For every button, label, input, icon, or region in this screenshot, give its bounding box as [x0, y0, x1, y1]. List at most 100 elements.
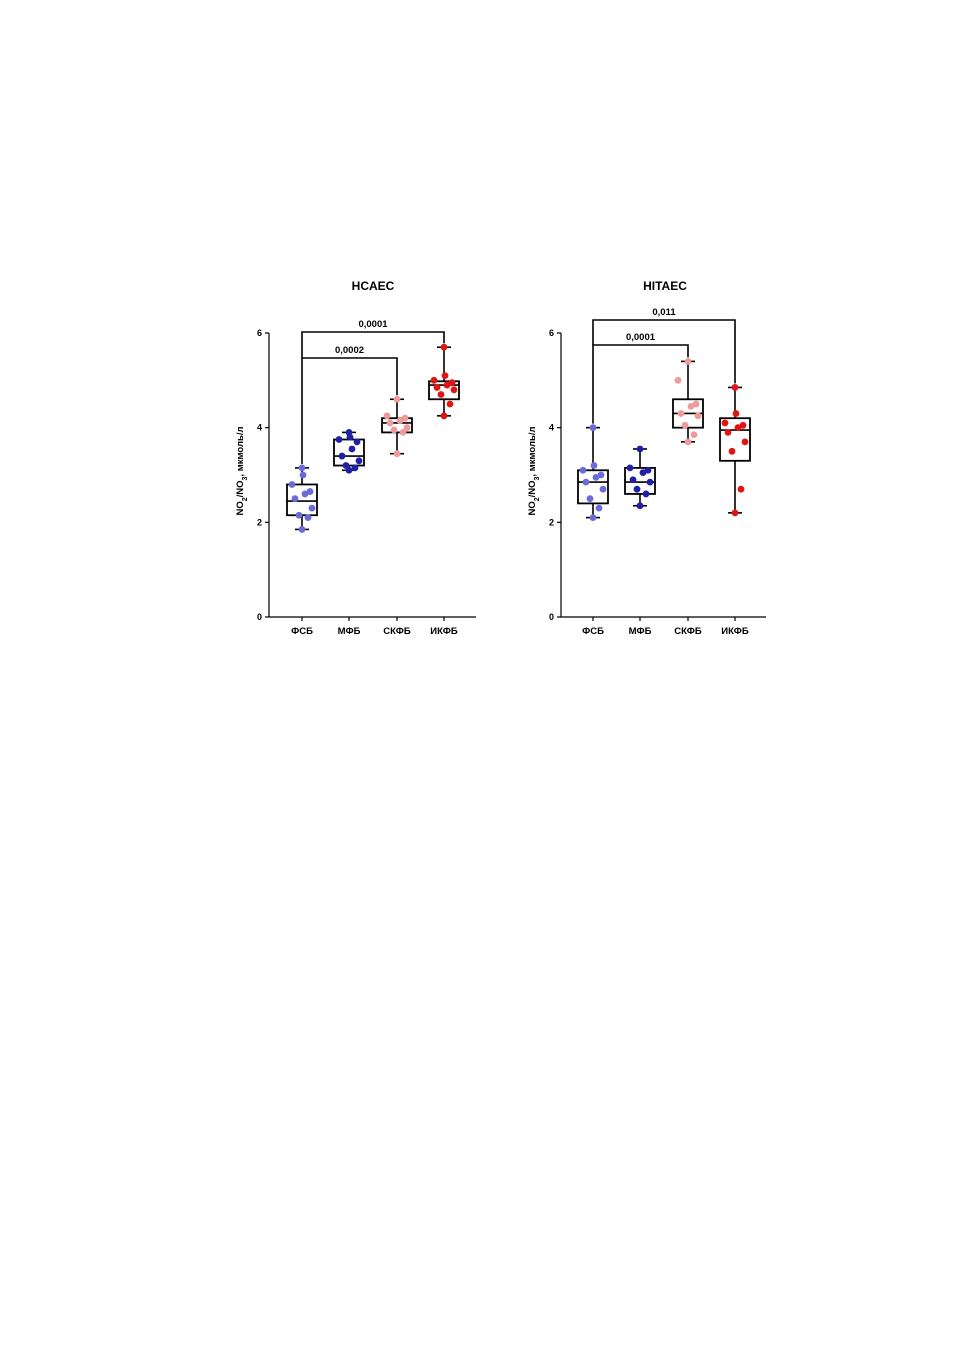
data-point — [731, 384, 739, 391]
data-point — [728, 447, 736, 455]
data-point — [681, 421, 689, 429]
box-3 — [672, 358, 704, 446]
y-axis-label-sub1: 2 — [242, 497, 249, 501]
data-point — [599, 485, 607, 493]
data-point — [644, 466, 652, 474]
box-1 — [286, 464, 318, 533]
y-axis-label: NO2/NO3, мкмоль/л — [235, 426, 249, 515]
data-point — [446, 400, 454, 408]
data-point — [589, 424, 597, 432]
p-value-label: 0,0001 — [358, 319, 388, 330]
data-point — [355, 457, 363, 465]
x-category-label: ФСБ — [582, 626, 604, 637]
data-point — [306, 488, 314, 495]
data-point — [291, 495, 299, 503]
data-point — [646, 478, 654, 486]
y-tick-label: 6 — [549, 328, 554, 338]
data-point — [724, 429, 732, 436]
data-point — [295, 511, 303, 519]
bracket-line — [301, 331, 445, 358]
data-point — [692, 400, 700, 408]
box-iqr — [719, 417, 751, 462]
data-point — [626, 464, 634, 472]
data-point — [298, 526, 306, 533]
box-iqr — [381, 417, 413, 434]
data-point — [288, 481, 296, 488]
data-point — [684, 438, 692, 446]
data-point — [597, 471, 605, 479]
y-tick-label: 0 — [257, 612, 262, 622]
significance-bracket-2: 0,0001 — [301, 319, 445, 358]
x-category-label: ФСБ — [291, 626, 313, 637]
data-point — [694, 412, 702, 420]
data-point — [399, 429, 407, 436]
y-axis-label-sub2: 3 — [534, 476, 541, 480]
data-point — [450, 386, 458, 394]
y-axis-label-rest: , мкмоль/л — [527, 426, 538, 476]
data-point — [338, 452, 346, 460]
box-2 — [333, 429, 365, 474]
data-point — [390, 426, 398, 434]
y-axis-label-main: NO — [235, 501, 246, 515]
box-4 — [428, 343, 460, 420]
data-point — [589, 514, 597, 521]
data-point — [342, 462, 350, 469]
p-value-label: 0,0001 — [626, 332, 656, 343]
p-value-label: 0,011 — [652, 307, 676, 318]
data-point — [739, 421, 747, 429]
x-category-label: МФБ — [629, 626, 652, 637]
data-point — [633, 485, 641, 493]
x-category-label: ИКФБ — [721, 626, 749, 637]
y-tick-label: 4 — [549, 423, 554, 433]
box-iqr — [428, 380, 460, 401]
data-point — [586, 495, 594, 503]
data-point — [737, 485, 745, 493]
bracket-line — [592, 344, 689, 424]
data-point — [308, 504, 316, 512]
data-point — [579, 466, 587, 474]
data-point — [393, 395, 401, 403]
x-category-label: СКФБ — [674, 626, 702, 637]
significance-bracket-1: 0,0001 — [592, 332, 689, 424]
data-point — [440, 343, 448, 351]
y-tick-label: 2 — [549, 517, 554, 527]
data-point — [351, 464, 359, 472]
data-point — [448, 379, 456, 387]
data-point — [437, 391, 445, 398]
data-point — [731, 509, 739, 517]
y-axis-label-mid: /NO — [235, 480, 246, 497]
x-category-label: МФБ — [338, 626, 361, 637]
significance-bracket-2: 0,011 — [592, 307, 736, 384]
bracket-line — [592, 319, 736, 384]
data-point — [386, 419, 394, 427]
data-point — [629, 476, 637, 484]
data-point — [582, 478, 590, 486]
y-tick-label: 4 — [257, 423, 262, 433]
y-axis-label-sub2: 3 — [242, 476, 249, 480]
y-tick-label: 2 — [257, 517, 262, 527]
y-axis-label-main: NO — [527, 501, 538, 515]
data-point — [430, 376, 438, 384]
data-point — [353, 438, 361, 446]
box-iqr — [577, 469, 609, 505]
data-point — [298, 464, 306, 472]
box-1 — [577, 424, 609, 521]
data-point — [403, 424, 411, 432]
x-category-label: СКФБ — [383, 626, 411, 637]
significance-bracket-1: 0,0002 — [301, 345, 398, 464]
data-point — [335, 436, 343, 443]
data-point — [401, 414, 409, 422]
box-iqr — [624, 466, 656, 495]
data-point — [684, 358, 692, 365]
y-axis-label-sub1: 2 — [534, 497, 541, 501]
data-point — [732, 410, 740, 417]
data-point — [595, 504, 603, 512]
data-point — [440, 412, 448, 420]
y-axis-label-mid: /NO — [527, 480, 538, 497]
data-point — [721, 419, 729, 427]
data-point — [345, 429, 353, 436]
data-point — [636, 445, 644, 453]
